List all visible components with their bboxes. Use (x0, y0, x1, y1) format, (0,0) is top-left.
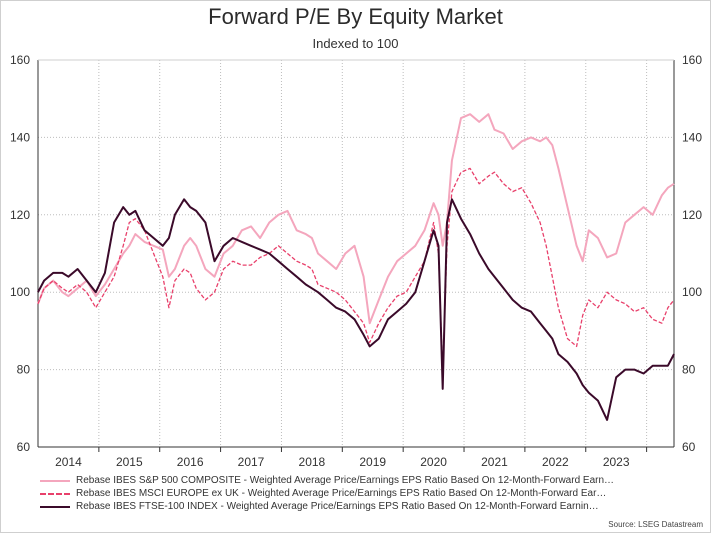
legend-label: Rebase IBES FTSE-100 INDEX - Weighted Av… (76, 501, 599, 512)
legend-swatch-msci-europe (40, 492, 70, 495)
x-tick-label: 2017 (238, 455, 265, 469)
y-tick-label-left: 60 (17, 440, 31, 454)
legend-swatch-ftse100 (40, 505, 70, 508)
y-tick-label-left: 120 (10, 208, 30, 222)
series-line-ftse100 (37, 198, 675, 421)
legend-swatch-sp500 (40, 479, 70, 482)
series-line-msci-europe (37, 167, 675, 375)
legend-label: Rebase IBES MSCI EUROPE ex UK - Weighted… (76, 488, 607, 499)
y-tick-label-right: 160 (682, 53, 702, 67)
y-tick-label-right: 140 (682, 130, 702, 144)
y-tick-label-left: 160 (10, 53, 30, 67)
y-tick-label-right: 100 (682, 285, 702, 299)
y-tick-label-right: 120 (682, 208, 702, 222)
series-lines (37, 113, 675, 421)
y-tick-label-right: 80 (682, 363, 696, 377)
legend-item: Rebase IBES S&P 500 COMPOSITE - Weighted… (40, 474, 680, 487)
x-tick-label: 2018 (299, 455, 326, 469)
x-tick-label: 2021 (481, 455, 508, 469)
x-tick-label: 2022 (542, 455, 569, 469)
x-tick-label: 2014 (55, 455, 82, 469)
legend-item: Rebase IBES MSCI EUROPE ex UK - Weighted… (40, 487, 680, 500)
x-tick-label: 2016 (177, 455, 204, 469)
series-line-sp500 (37, 113, 675, 325)
legend-item: Rebase IBES FTSE-100 INDEX - Weighted Av… (40, 500, 680, 513)
x-tick-label: 2023 (603, 455, 630, 469)
source-note: Source: LSEG Datastream (608, 520, 703, 529)
x-tick-label: 2020 (420, 455, 447, 469)
axes (37, 59, 675, 452)
y-tick-label-right: 60 (682, 440, 696, 454)
legend: Rebase IBES S&P 500 COMPOSITE - Weighted… (40, 474, 680, 513)
grid-lines (38, 60, 674, 447)
x-tick-label: 2015 (116, 455, 143, 469)
y-tick-label-left: 80 (17, 363, 31, 377)
chart-title: Forward P/E By Equity Market (208, 4, 503, 29)
y-tick-label-left: 100 (10, 285, 30, 299)
tick-labels: 60 60 80 80 100 100 120 120 140 140 160 160 2014 2015… (10, 53, 702, 469)
x-tick-label: 2019 (359, 455, 386, 469)
y-tick-label-left: 140 (10, 130, 30, 144)
legend-label: Rebase IBES S&P 500 COMPOSITE - Weighted… (76, 475, 615, 486)
chart-subtitle: Indexed to 100 (312, 36, 399, 51)
